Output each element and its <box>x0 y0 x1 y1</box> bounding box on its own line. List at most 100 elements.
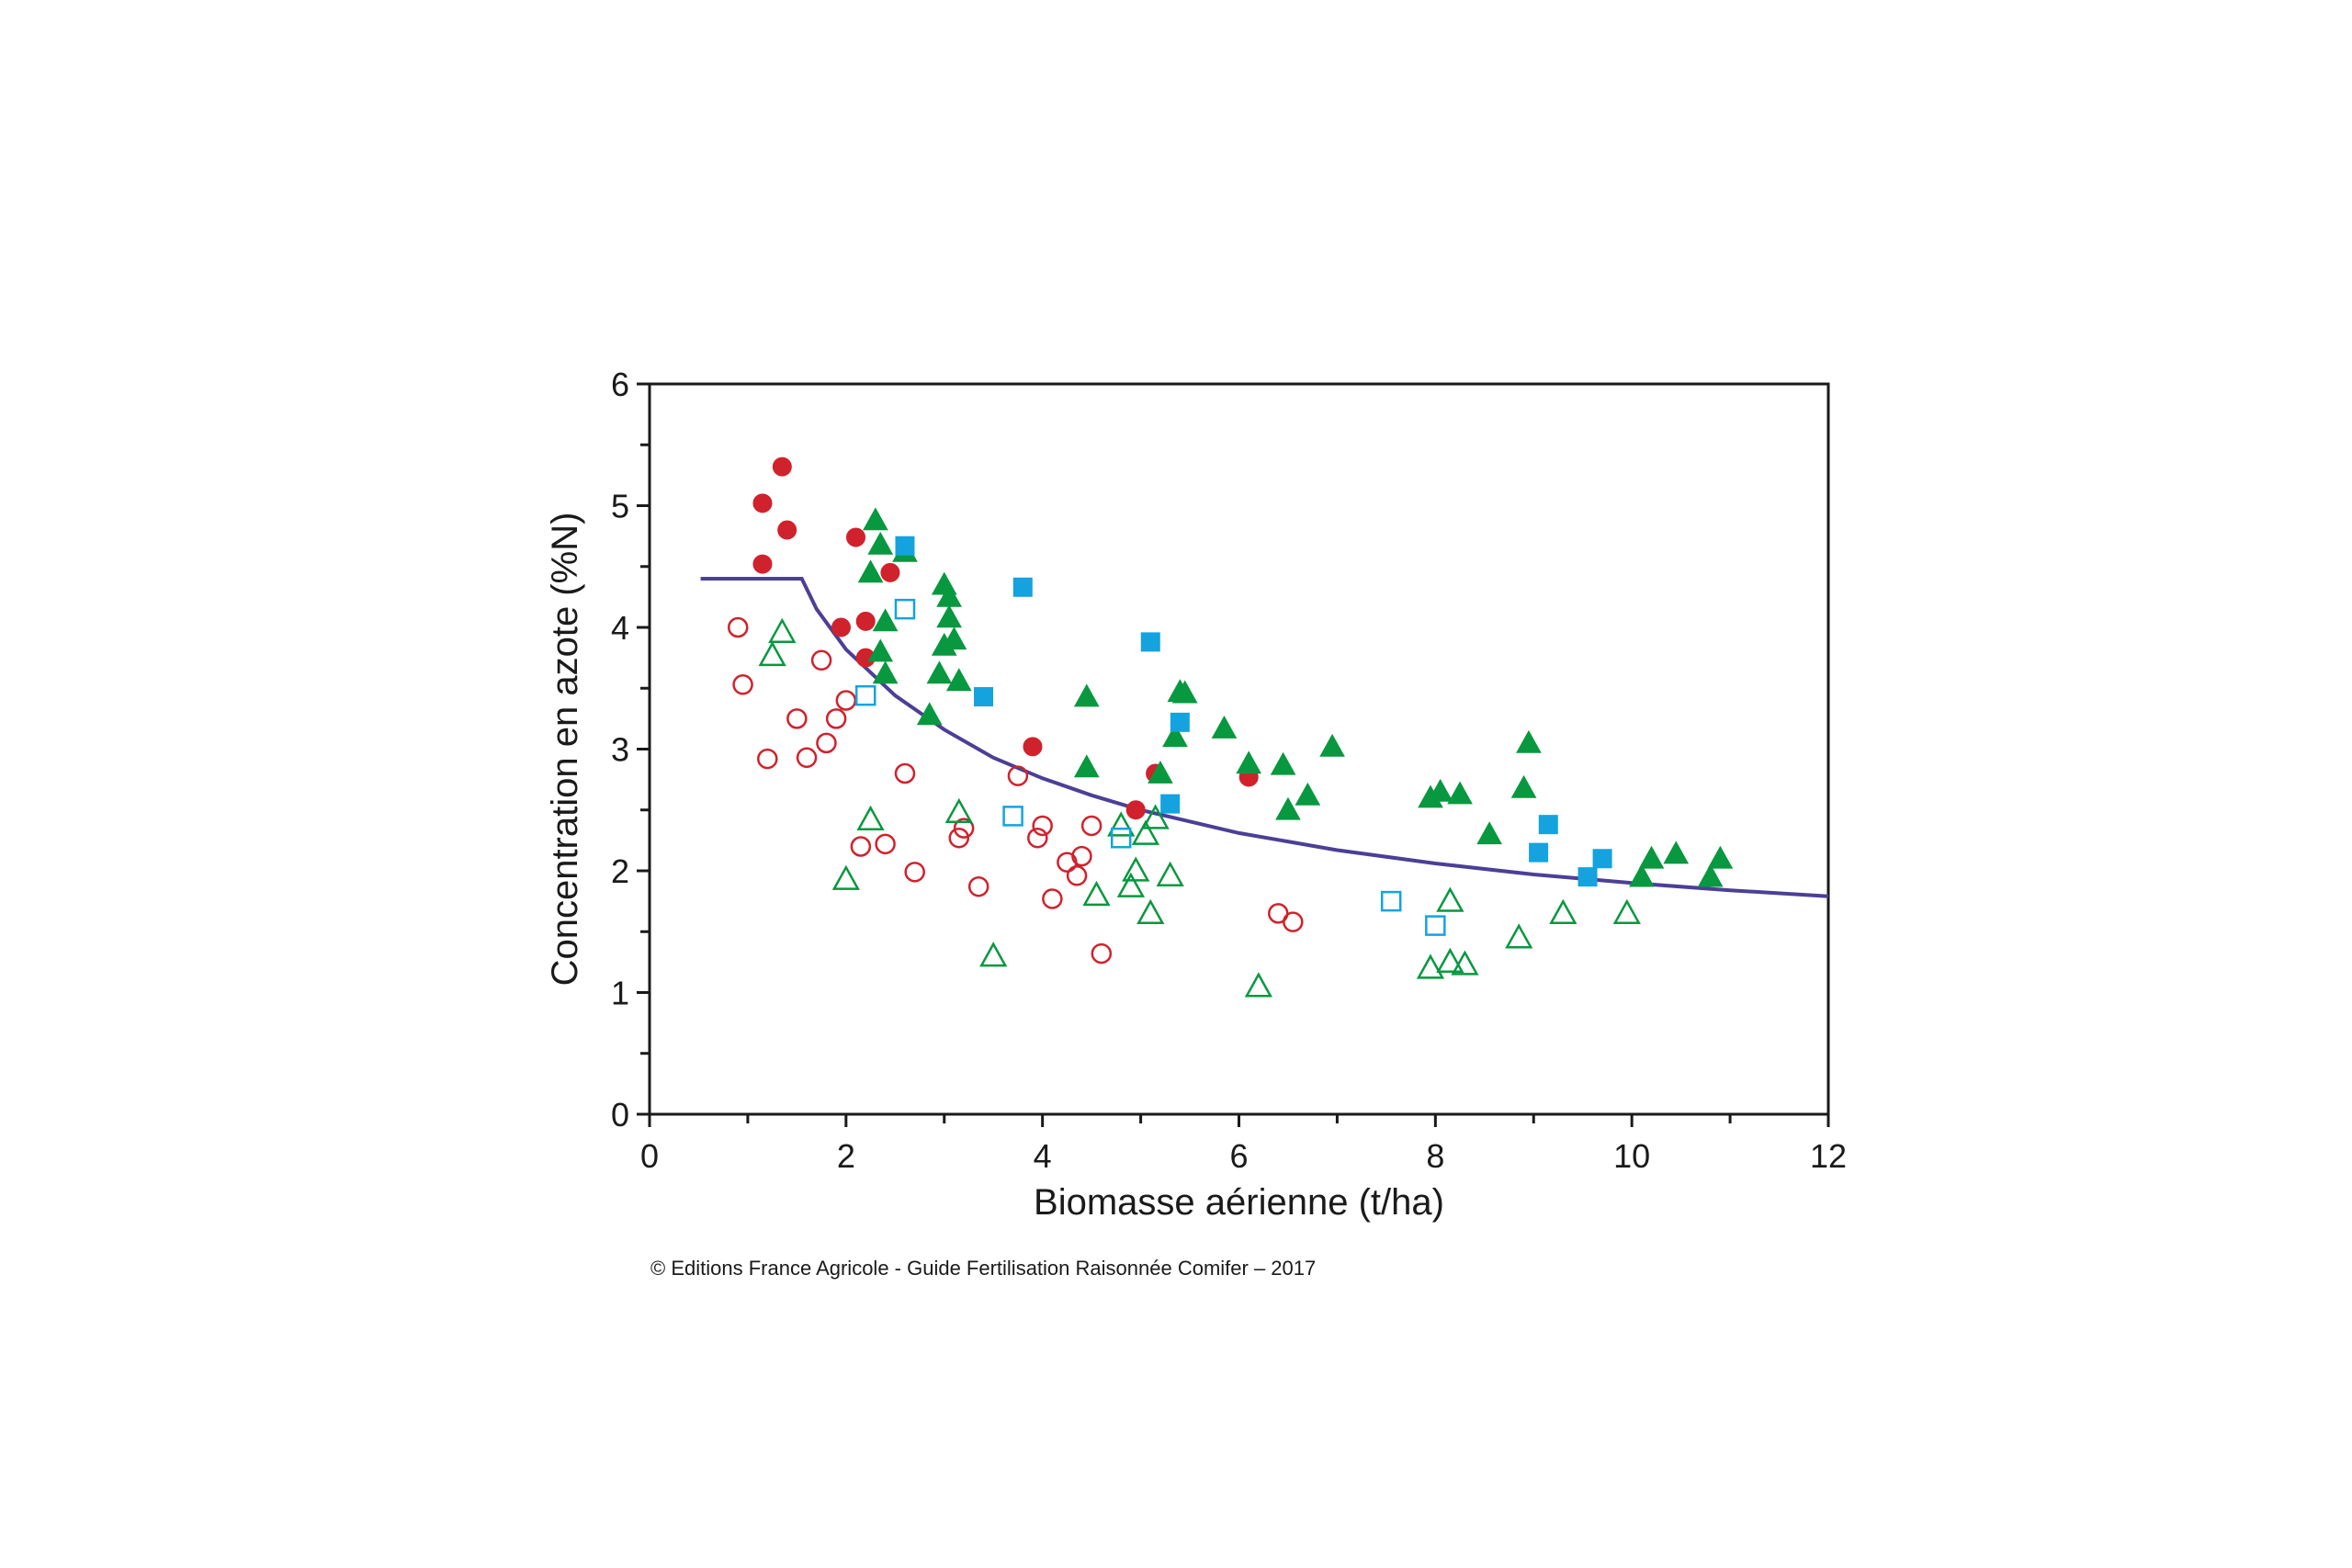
filled-circle-point <box>855 611 876 631</box>
open-circle-point <box>727 616 749 638</box>
filled-square-point <box>1160 794 1181 814</box>
filled-triangle-point <box>1295 782 1321 806</box>
open-circle-point <box>1007 765 1029 786</box>
open-circle-point <box>875 833 896 855</box>
open-circle-point <box>816 732 837 754</box>
filled-circle-point <box>1023 737 1043 757</box>
open-triangle-point <box>1549 898 1577 925</box>
filled-circle-point <box>772 457 792 477</box>
filled-square-point <box>1140 632 1160 652</box>
filled-triangle-point <box>1516 729 1542 753</box>
filled-triangle-point <box>867 531 894 555</box>
open-triangle-point <box>1116 872 1146 897</box>
filled-circle-point <box>831 617 851 637</box>
filled-square-point <box>1529 842 1549 863</box>
filled-triangle-point <box>1510 774 1537 798</box>
filled-circle-point <box>752 493 773 513</box>
open-triangle-point <box>1244 972 1273 998</box>
open-square-point <box>854 684 876 706</box>
open-circle-point <box>1283 911 1304 932</box>
y-tick-label: 1 <box>611 975 629 1012</box>
x-tick-label: 2 <box>837 1137 855 1175</box>
open-circle-point <box>1091 942 1113 964</box>
open-circle-point <box>1032 815 1053 837</box>
filled-triangle-point <box>1162 724 1188 748</box>
open-triangle-point <box>1141 804 1170 829</box>
filled-triangle-point <box>941 626 967 650</box>
open-circle-point <box>1066 865 1088 886</box>
open-circle-point <box>967 875 989 897</box>
y-tick-label: 6 <box>611 366 629 403</box>
open-circle-point <box>1080 815 1102 837</box>
filled-triangle-point <box>872 660 899 684</box>
filled-square-point <box>974 687 994 707</box>
open-circle-point <box>1027 827 1048 849</box>
filled-triangle-point <box>1319 733 1345 757</box>
open-triangle-point <box>1107 811 1136 837</box>
open-circle-point <box>1071 845 1092 867</box>
open-circle-point <box>894 762 916 784</box>
filled-triangle-point <box>1707 845 1734 869</box>
open-triangle-point <box>831 864 860 890</box>
open-triangle-point <box>979 942 1008 967</box>
open-circle-point <box>948 827 970 849</box>
filled-triangle-point <box>1236 750 1262 774</box>
filled-triangle-point <box>1629 863 1655 887</box>
open-triangle-point <box>1451 950 1479 976</box>
filled-triangle-point <box>1427 778 1453 802</box>
filled-circle-point <box>1125 800 1146 820</box>
filled-triangle-point <box>1697 863 1724 887</box>
x-tick-label: 10 <box>1613 1137 1650 1175</box>
filled-triangle-point <box>863 507 888 531</box>
open-circle-point <box>850 836 872 857</box>
y-tick-label: 0 <box>611 1096 629 1134</box>
filled-circle-point <box>777 520 797 540</box>
filled-triangle-point <box>1211 715 1238 739</box>
filled-square-point <box>1577 867 1598 887</box>
open-square-point <box>1002 806 1023 827</box>
y-tick-label: 2 <box>611 852 629 890</box>
open-triangle-point <box>1082 880 1111 907</box>
filled-triangle-point <box>945 668 972 692</box>
filled-square-point <box>1012 577 1033 597</box>
open-circle-point <box>904 862 925 883</box>
y-tick-label: 4 <box>611 609 629 647</box>
filled-triangle-point <box>916 702 943 726</box>
y-tick-label: 3 <box>611 731 629 769</box>
x-tick-label: 4 <box>1034 1137 1052 1175</box>
open-triangle-point <box>1436 886 1464 912</box>
filled-circle-point <box>880 562 900 582</box>
filled-triangle-point <box>1270 751 1296 775</box>
open-triangle-point <box>758 640 786 667</box>
filled-triangle-point <box>867 638 894 662</box>
open-circle-point <box>757 748 778 770</box>
critical-dilution-curve <box>700 577 1829 898</box>
open-circle-point <box>953 818 975 839</box>
copyright-credit: © Editions France Agricole - Guide Ferti… <box>650 1257 1317 1280</box>
filled-triangle-point <box>1171 680 1198 704</box>
open-triangle-point <box>1505 923 1533 949</box>
filled-square-point <box>895 536 915 556</box>
filled-triangle-point <box>1148 760 1173 784</box>
x-tick-label: 0 <box>640 1137 659 1175</box>
filled-triangle-point <box>1275 796 1301 820</box>
y-tick-label: 5 <box>611 488 629 525</box>
filled-triangle-point <box>926 660 953 684</box>
open-circle-point <box>786 708 808 729</box>
filled-triangle-point <box>936 604 962 628</box>
open-triangle-point <box>768 617 797 643</box>
open-triangle-point <box>1416 953 1445 979</box>
filled-circle-point <box>752 554 773 574</box>
open-circle-point <box>796 747 818 769</box>
x-tick-label: 6 <box>1229 1137 1248 1175</box>
x-tick-label: 12 <box>1810 1137 1847 1175</box>
open-circle-point <box>825 708 847 729</box>
x-tick-label: 8 <box>1426 1137 1444 1175</box>
open-triangle-point <box>1612 898 1641 925</box>
open-triangle-point <box>944 797 973 824</box>
open-triangle-point <box>1131 819 1160 845</box>
open-triangle-point <box>1122 856 1150 882</box>
filled-triangle-point <box>1073 683 1100 707</box>
